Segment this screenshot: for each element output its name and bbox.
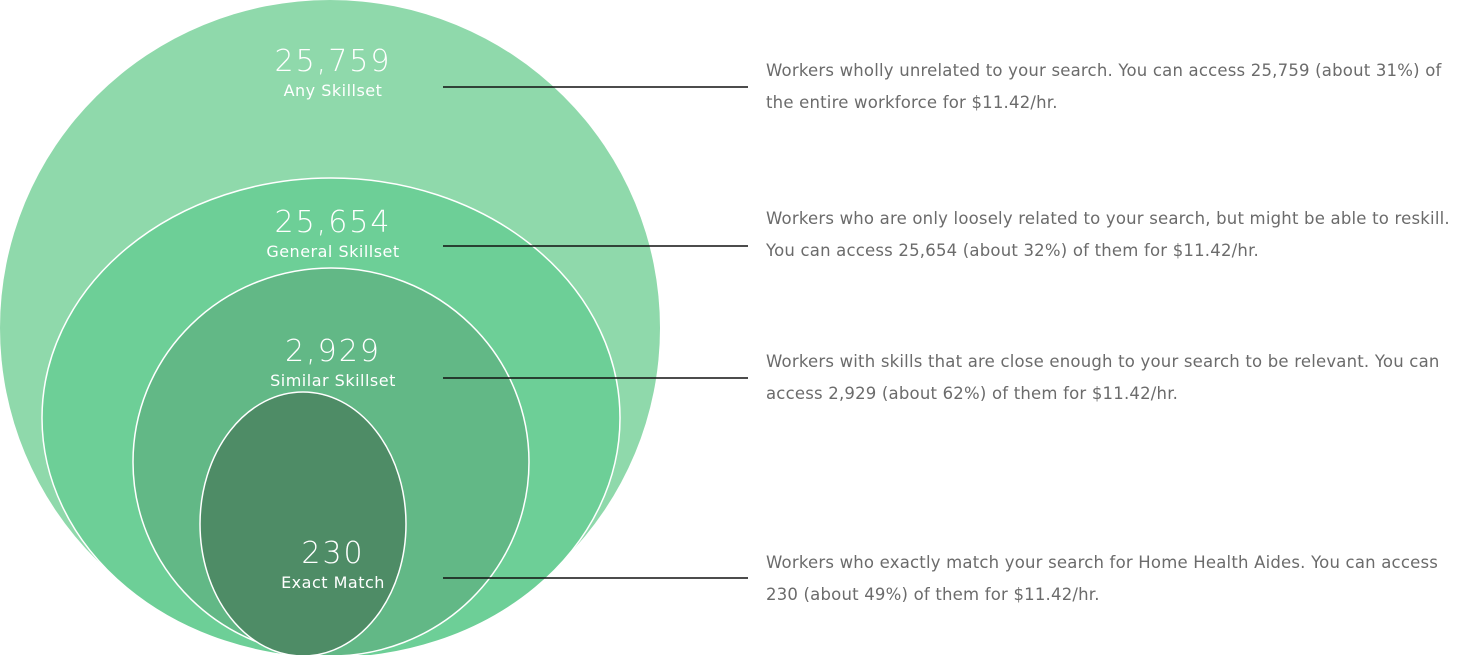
level-description: Workers who are only loosely related to … [766,209,1450,260]
level-label: Any Skillset [284,81,383,100]
level-description: Workers with skills that are close enoug… [766,352,1440,403]
level-count: 2,929 [285,334,381,369]
level-count: 25,654 [275,205,392,240]
level-label: Exact Match [281,573,385,592]
level-description: Workers wholly unrelated to your search.… [766,61,1442,112]
level-label: Similar Skillset [270,371,396,390]
level-label: General Skillset [266,242,399,261]
level-description: Workers who exactly match your search fo… [766,553,1439,604]
level-count: 25,759 [275,44,392,79]
level-count: 230 [301,536,364,571]
ring-exact [199,391,407,655]
